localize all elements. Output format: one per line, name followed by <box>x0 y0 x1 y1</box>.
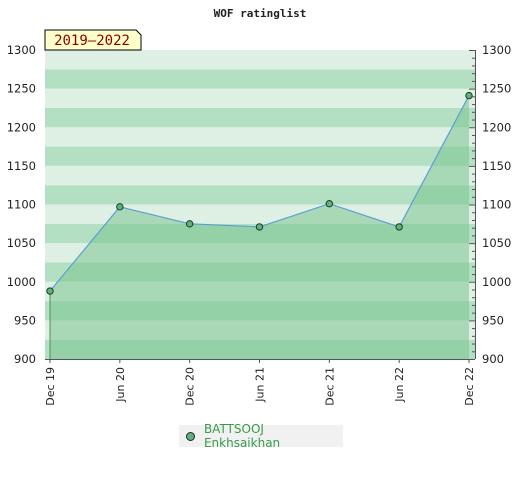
data-point <box>116 203 124 211</box>
x-tick-label: Dec 20 <box>184 367 197 406</box>
x-tick-label: Jun 22 <box>393 367 406 403</box>
y-tick-label-left: 1250 <box>7 82 36 96</box>
background-band <box>45 146 475 166</box>
y-tick-label-right: 1000 <box>482 275 511 289</box>
y-tick-label-left: 1000 <box>7 275 36 289</box>
data-point <box>325 200 334 208</box>
legend-marker-icon <box>186 431 195 441</box>
y-tick-label-left: 900 <box>14 352 36 366</box>
y-tick-label-right: 1300 <box>482 43 511 57</box>
data-point <box>395 223 403 231</box>
y-axis-right: 900 950 1000 1050 1100 1150 1200 1250 1300 <box>469 43 511 366</box>
data-point <box>185 220 194 228</box>
x-tick-label: Jun 20 <box>114 367 127 403</box>
y-axis-left: 900 950 1000 1050 1100 1150 1200 1250 1300 <box>7 43 36 366</box>
period-badge-text: 2019–2022 <box>54 33 130 49</box>
x-tick-label: Jun 21 <box>254 367 267 403</box>
x-tick-label: Dec 21 <box>323 367 336 406</box>
background-band <box>45 107 475 128</box>
legend-series-label: BATTSOOJ Enkhsaikhan <box>203 422 281 450</box>
y-tick-label-left: 1150 <box>7 159 36 173</box>
chart-title: WOF ratinglist <box>214 7 307 20</box>
y-tick-label-left: 1100 <box>7 198 36 212</box>
y-tick-label-left: 950 <box>14 313 36 327</box>
y-tick-label-right: 1250 <box>482 82 511 96</box>
period-badge: 2019–2022 <box>44 29 142 51</box>
background-band <box>45 165 475 186</box>
background-band <box>45 69 475 89</box>
y-tick-label-right: 1100 <box>482 198 511 212</box>
y-tick-label-right: 1200 <box>482 120 511 134</box>
y-tick-label-left: 1050 <box>7 236 36 250</box>
y-tick-label-left: 1200 <box>7 120 36 134</box>
series-points <box>46 91 473 295</box>
background-band <box>45 88 475 108</box>
x-tick-label: Dec 19 <box>44 367 57 406</box>
y-tick-label-right: 900 <box>482 352 504 366</box>
y-tick-label-left: 1300 <box>7 43 36 57</box>
background-band <box>45 185 475 205</box>
legend: BATTSOOJ Enkhsaikhan <box>179 422 343 450</box>
data-point <box>465 91 473 100</box>
y-tick-label-right: 1150 <box>482 159 511 173</box>
y-tick-label-right: 1050 <box>482 236 511 250</box>
y-tick-label-right: 950 <box>482 313 504 327</box>
x-tick-label: Dec 22 <box>463 367 476 406</box>
data-point <box>46 287 54 295</box>
background-band <box>45 127 475 147</box>
data-point <box>255 223 264 231</box>
background-band <box>45 50 475 70</box>
x-axis: Dec 19 Jun 20 Dec 20 Jun 21 Dec 21 Jun 22 Dec … <box>44 359 476 406</box>
